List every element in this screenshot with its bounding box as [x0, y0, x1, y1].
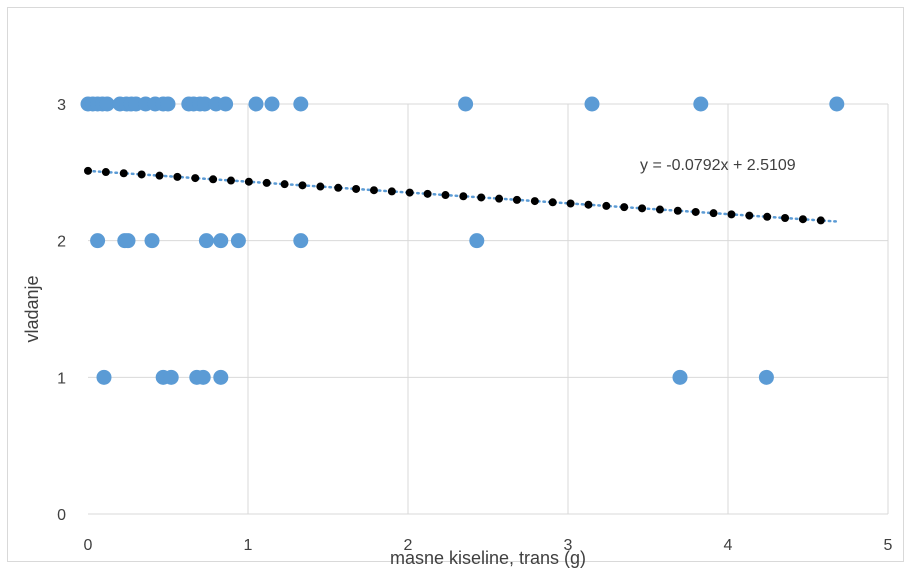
data-point — [230, 233, 246, 249]
trendline-dot — [495, 194, 504, 203]
trendline-dot — [334, 183, 343, 192]
trendline-dot — [638, 204, 647, 213]
data-point — [469, 233, 485, 249]
data-point — [829, 96, 845, 112]
trendline-dot — [226, 176, 235, 185]
trendline-dot — [387, 187, 396, 196]
trendline-dots — [84, 166, 825, 225]
trendline-dot — [298, 181, 307, 190]
data-point — [584, 96, 600, 112]
trendline-dot — [280, 180, 289, 189]
data-point — [293, 96, 309, 112]
trendline-dot — [173, 172, 182, 181]
data-point — [293, 233, 309, 249]
data-point — [218, 96, 234, 112]
x-axis-title: masne kiseline, trans (g) — [390, 548, 586, 568]
data-point — [213, 233, 229, 249]
data-point — [672, 369, 688, 385]
data-point — [90, 233, 106, 249]
trendline-dot — [816, 216, 825, 225]
x-tick-label: 2 — [404, 537, 413, 554]
data-point — [198, 233, 214, 249]
trendline-dot — [655, 205, 664, 214]
trendline-dot — [155, 171, 164, 180]
x-tick-label: 4 — [724, 537, 733, 554]
data-point — [264, 96, 280, 112]
trendline-dot — [101, 168, 110, 177]
trendline-dot — [441, 191, 450, 200]
trendline-dot — [512, 195, 521, 204]
data-point — [213, 369, 229, 385]
trendline-dot — [763, 212, 772, 221]
data-point — [458, 96, 474, 112]
data-point — [160, 96, 176, 112]
y-tick-label: 3 — [57, 97, 66, 114]
trendline-dot — [84, 166, 92, 175]
trendline-equation: y = -0.0792x + 2.5109 — [640, 157, 796, 174]
data-point — [195, 369, 211, 385]
trendline-dot — [369, 186, 378, 195]
trendline-dot — [423, 189, 432, 198]
data-point — [693, 96, 709, 112]
data-point — [120, 233, 136, 249]
tick-labels: 0 1 2 3 0 1 2 3 4 5 — [57, 97, 892, 554]
trendline-dot — [709, 209, 718, 218]
trendline-dot — [316, 182, 325, 191]
trendline-dot — [244, 177, 253, 186]
trendline-dot — [137, 170, 146, 179]
y-tick-label: 0 — [57, 507, 66, 524]
trendline-dot — [673, 206, 682, 215]
x-tick-label: 1 — [244, 537, 253, 554]
data-point — [248, 96, 264, 112]
trendline-dot — [584, 200, 593, 209]
data-points — [80, 96, 845, 385]
trendline-dot — [745, 211, 754, 220]
trendline-dot — [352, 184, 361, 193]
trendline-dot — [620, 203, 629, 212]
x-tick-label: 0 — [84, 537, 93, 554]
trendline-dot — [691, 207, 700, 216]
x-tick-label: 5 — [884, 537, 893, 554]
trendline-dot — [727, 210, 736, 219]
trendline-dot — [209, 175, 218, 184]
y-axis-title: vladanje — [22, 275, 42, 342]
trendline-dot — [262, 178, 271, 187]
trendline-dot — [602, 201, 611, 210]
data-point — [96, 369, 112, 385]
data-point — [99, 96, 115, 112]
y-tick-label: 1 — [57, 370, 66, 387]
trendline-dot — [548, 198, 557, 207]
x-tick-label: 3 — [564, 537, 573, 554]
trendline-dot — [191, 174, 200, 183]
data-point — [758, 369, 774, 385]
data-point — [163, 369, 179, 385]
trendline-dot — [781, 213, 790, 222]
trendline-dot — [798, 215, 807, 224]
trendline-dot — [459, 192, 468, 201]
data-point — [144, 233, 160, 249]
trendline-dot — [566, 199, 575, 208]
data-point — [197, 96, 213, 112]
trendline-dot — [119, 169, 128, 178]
trendline-dot — [530, 197, 539, 206]
trendline-dot — [405, 188, 414, 197]
trendline-dot — [477, 193, 486, 202]
y-tick-label: 2 — [57, 234, 66, 251]
